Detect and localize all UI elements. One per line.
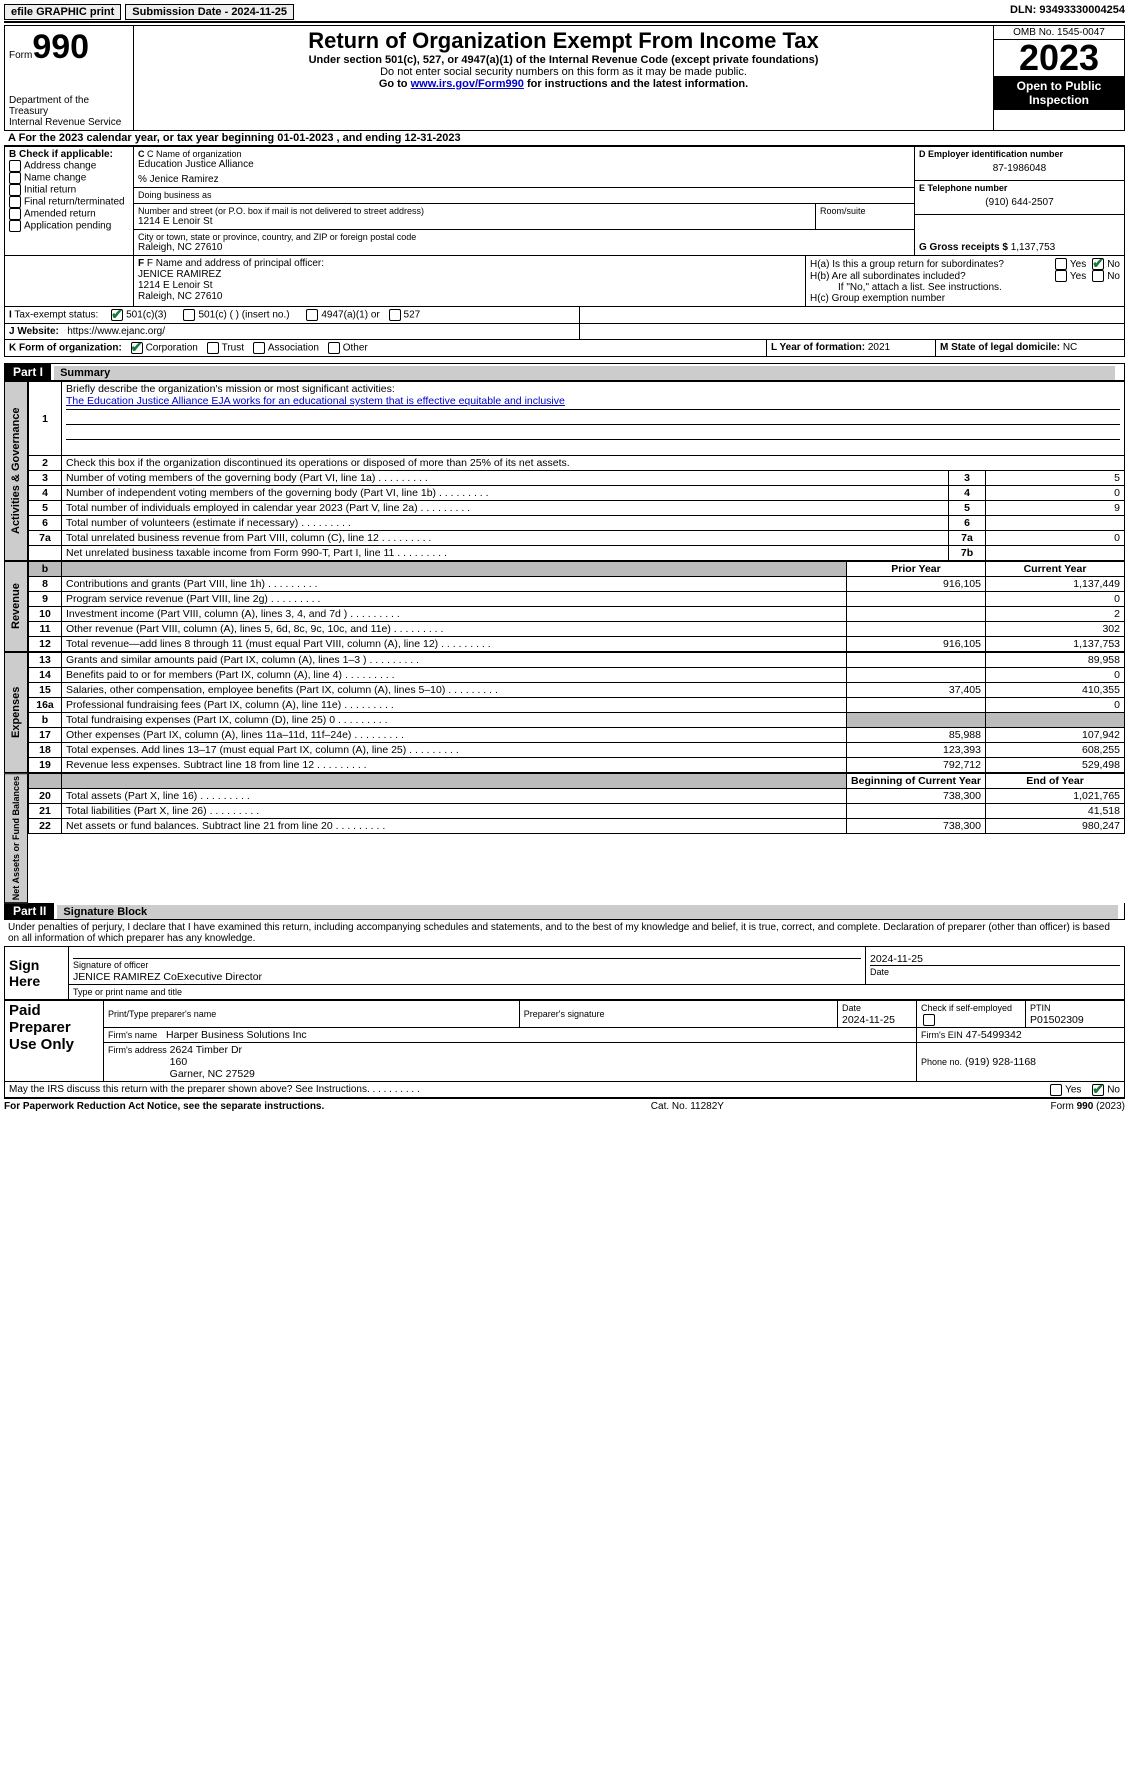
- cb-discuss-yes[interactable]: [1050, 1084, 1062, 1096]
- cb-name-change[interactable]: [9, 172, 21, 184]
- care-of: % Jenice Ramirez: [138, 174, 910, 185]
- efile-button[interactable]: efile GRAPHIC print: [4, 4, 121, 20]
- cb-assoc[interactable]: [253, 342, 265, 354]
- cb-amended[interactable]: [9, 208, 21, 220]
- sig-date: 2024-11-25: [870, 953, 923, 965]
- website: https://www.ejanc.org/: [67, 326, 165, 337]
- dept-treasury: Department of the Treasury: [9, 95, 129, 117]
- cb-ha-no[interactable]: [1092, 258, 1104, 270]
- cb-4947[interactable]: [306, 309, 318, 321]
- cb-other[interactable]: [328, 342, 340, 354]
- vlabel-expenses: Expenses: [4, 652, 28, 773]
- form-title: Return of Organization Exempt From Incom…: [138, 28, 989, 54]
- signature-block: Sign Here Signature of officer JENICE RA…: [4, 946, 1125, 1000]
- mission-link[interactable]: The Education Justice Alliance EJA works…: [66, 395, 565, 407]
- cb-app-pending[interactable]: [9, 220, 21, 232]
- ptin: P01502309: [1030, 1014, 1084, 1026]
- cb-address-change[interactable]: [9, 160, 21, 172]
- open-inspection: Open to Public Inspection: [994, 76, 1124, 110]
- cb-501c3[interactable]: [111, 309, 123, 321]
- officer-signature: JENICE RAMIREZ CoExecutive Director: [73, 971, 262, 983]
- city-state-zip: Raleigh, NC 27610: [138, 242, 910, 253]
- year-formation: 2021: [868, 342, 890, 353]
- entity-info-block: B Check if applicable: Address change Na…: [4, 147, 1125, 256]
- netassets-table: Beginning of Current Year End of Year 20…: [28, 773, 1125, 834]
- firm-phone: (919) 928-1168: [965, 1056, 1036, 1068]
- part2-hdr: Part II: [5, 903, 54, 919]
- cb-discuss-no[interactable]: [1092, 1084, 1104, 1096]
- vlabel-revenue: Revenue: [4, 561, 28, 652]
- vlabel-governance: Activities & Governance: [4, 381, 28, 561]
- submission-date: Submission Date - 2024-11-25: [125, 4, 294, 20]
- cb-527[interactable]: [389, 309, 401, 321]
- part1-hdr: Part I: [5, 364, 51, 380]
- governance-table: 1 Briefly describe the organization's mi…: [28, 381, 1125, 561]
- vlabel-netassets: Net Assets or Fund Balances: [4, 773, 28, 903]
- subtitle-1: Under section 501(c), 527, or 4947(a)(1)…: [138, 54, 989, 66]
- preparer-block: Paid Preparer Use Only Print/Type prepar…: [4, 1000, 1125, 1082]
- state-domicile: NC: [1063, 342, 1077, 353]
- tax-year: 2023: [994, 40, 1124, 76]
- gross-receipts: 1,137,753: [1011, 242, 1056, 253]
- cb-final-return[interactable]: [9, 196, 21, 208]
- org-name: Education Justice Alliance: [138, 159, 910, 170]
- cb-hb-no[interactable]: [1092, 270, 1104, 282]
- line-a: A For the 2023 calendar year, or tax yea…: [4, 131, 1125, 147]
- cb-ha-yes[interactable]: [1055, 258, 1067, 270]
- cb-501c[interactable]: [183, 309, 195, 321]
- cb-trust[interactable]: [207, 342, 219, 354]
- subtitle-2: Do not enter social security numbers on …: [138, 66, 989, 78]
- street-address: 1214 E Lenoir St: [138, 216, 811, 227]
- expenses-table: 13Grants and similar amounts paid (Part …: [28, 652, 1125, 773]
- telephone: (910) 644-2507: [919, 193, 1120, 212]
- top-bar: efile GRAPHIC print Submission Date - 20…: [4, 4, 1125, 23]
- page-footer: For Paperwork Reduction Act Notice, see …: [4, 1098, 1125, 1112]
- firm-ein: 47-5499342: [966, 1029, 1022, 1041]
- form-header: Form990 Department of the Treasury Inter…: [4, 25, 1125, 131]
- firm-name: Harper Business Solutions Inc: [166, 1029, 307, 1041]
- officer-name: JENICE RAMIREZ: [138, 269, 801, 280]
- firm-address: 2624 Timber Dr 160 Garner, NC 27529: [170, 1044, 255, 1080]
- cb-self-employed[interactable]: [923, 1014, 935, 1026]
- irs-label: Internal Revenue Service: [9, 117, 129, 128]
- cb-hb-yes[interactable]: [1055, 270, 1067, 282]
- cb-corp[interactable]: [131, 342, 143, 354]
- box-b-title: B Check if applicable:: [9, 149, 129, 160]
- dln: DLN: 93493330004254: [1010, 4, 1125, 20]
- form-number: 990: [32, 28, 89, 66]
- revenue-table: b Prior Year Current Year 8Contributions…: [28, 561, 1125, 652]
- instructions-link[interactable]: www.irs.gov/Form990: [411, 78, 524, 90]
- perjury-statement: Under penalties of perjury, I declare th…: [4, 920, 1125, 946]
- ein: 87-1986048: [919, 159, 1120, 178]
- cb-initial-return[interactable]: [9, 184, 21, 196]
